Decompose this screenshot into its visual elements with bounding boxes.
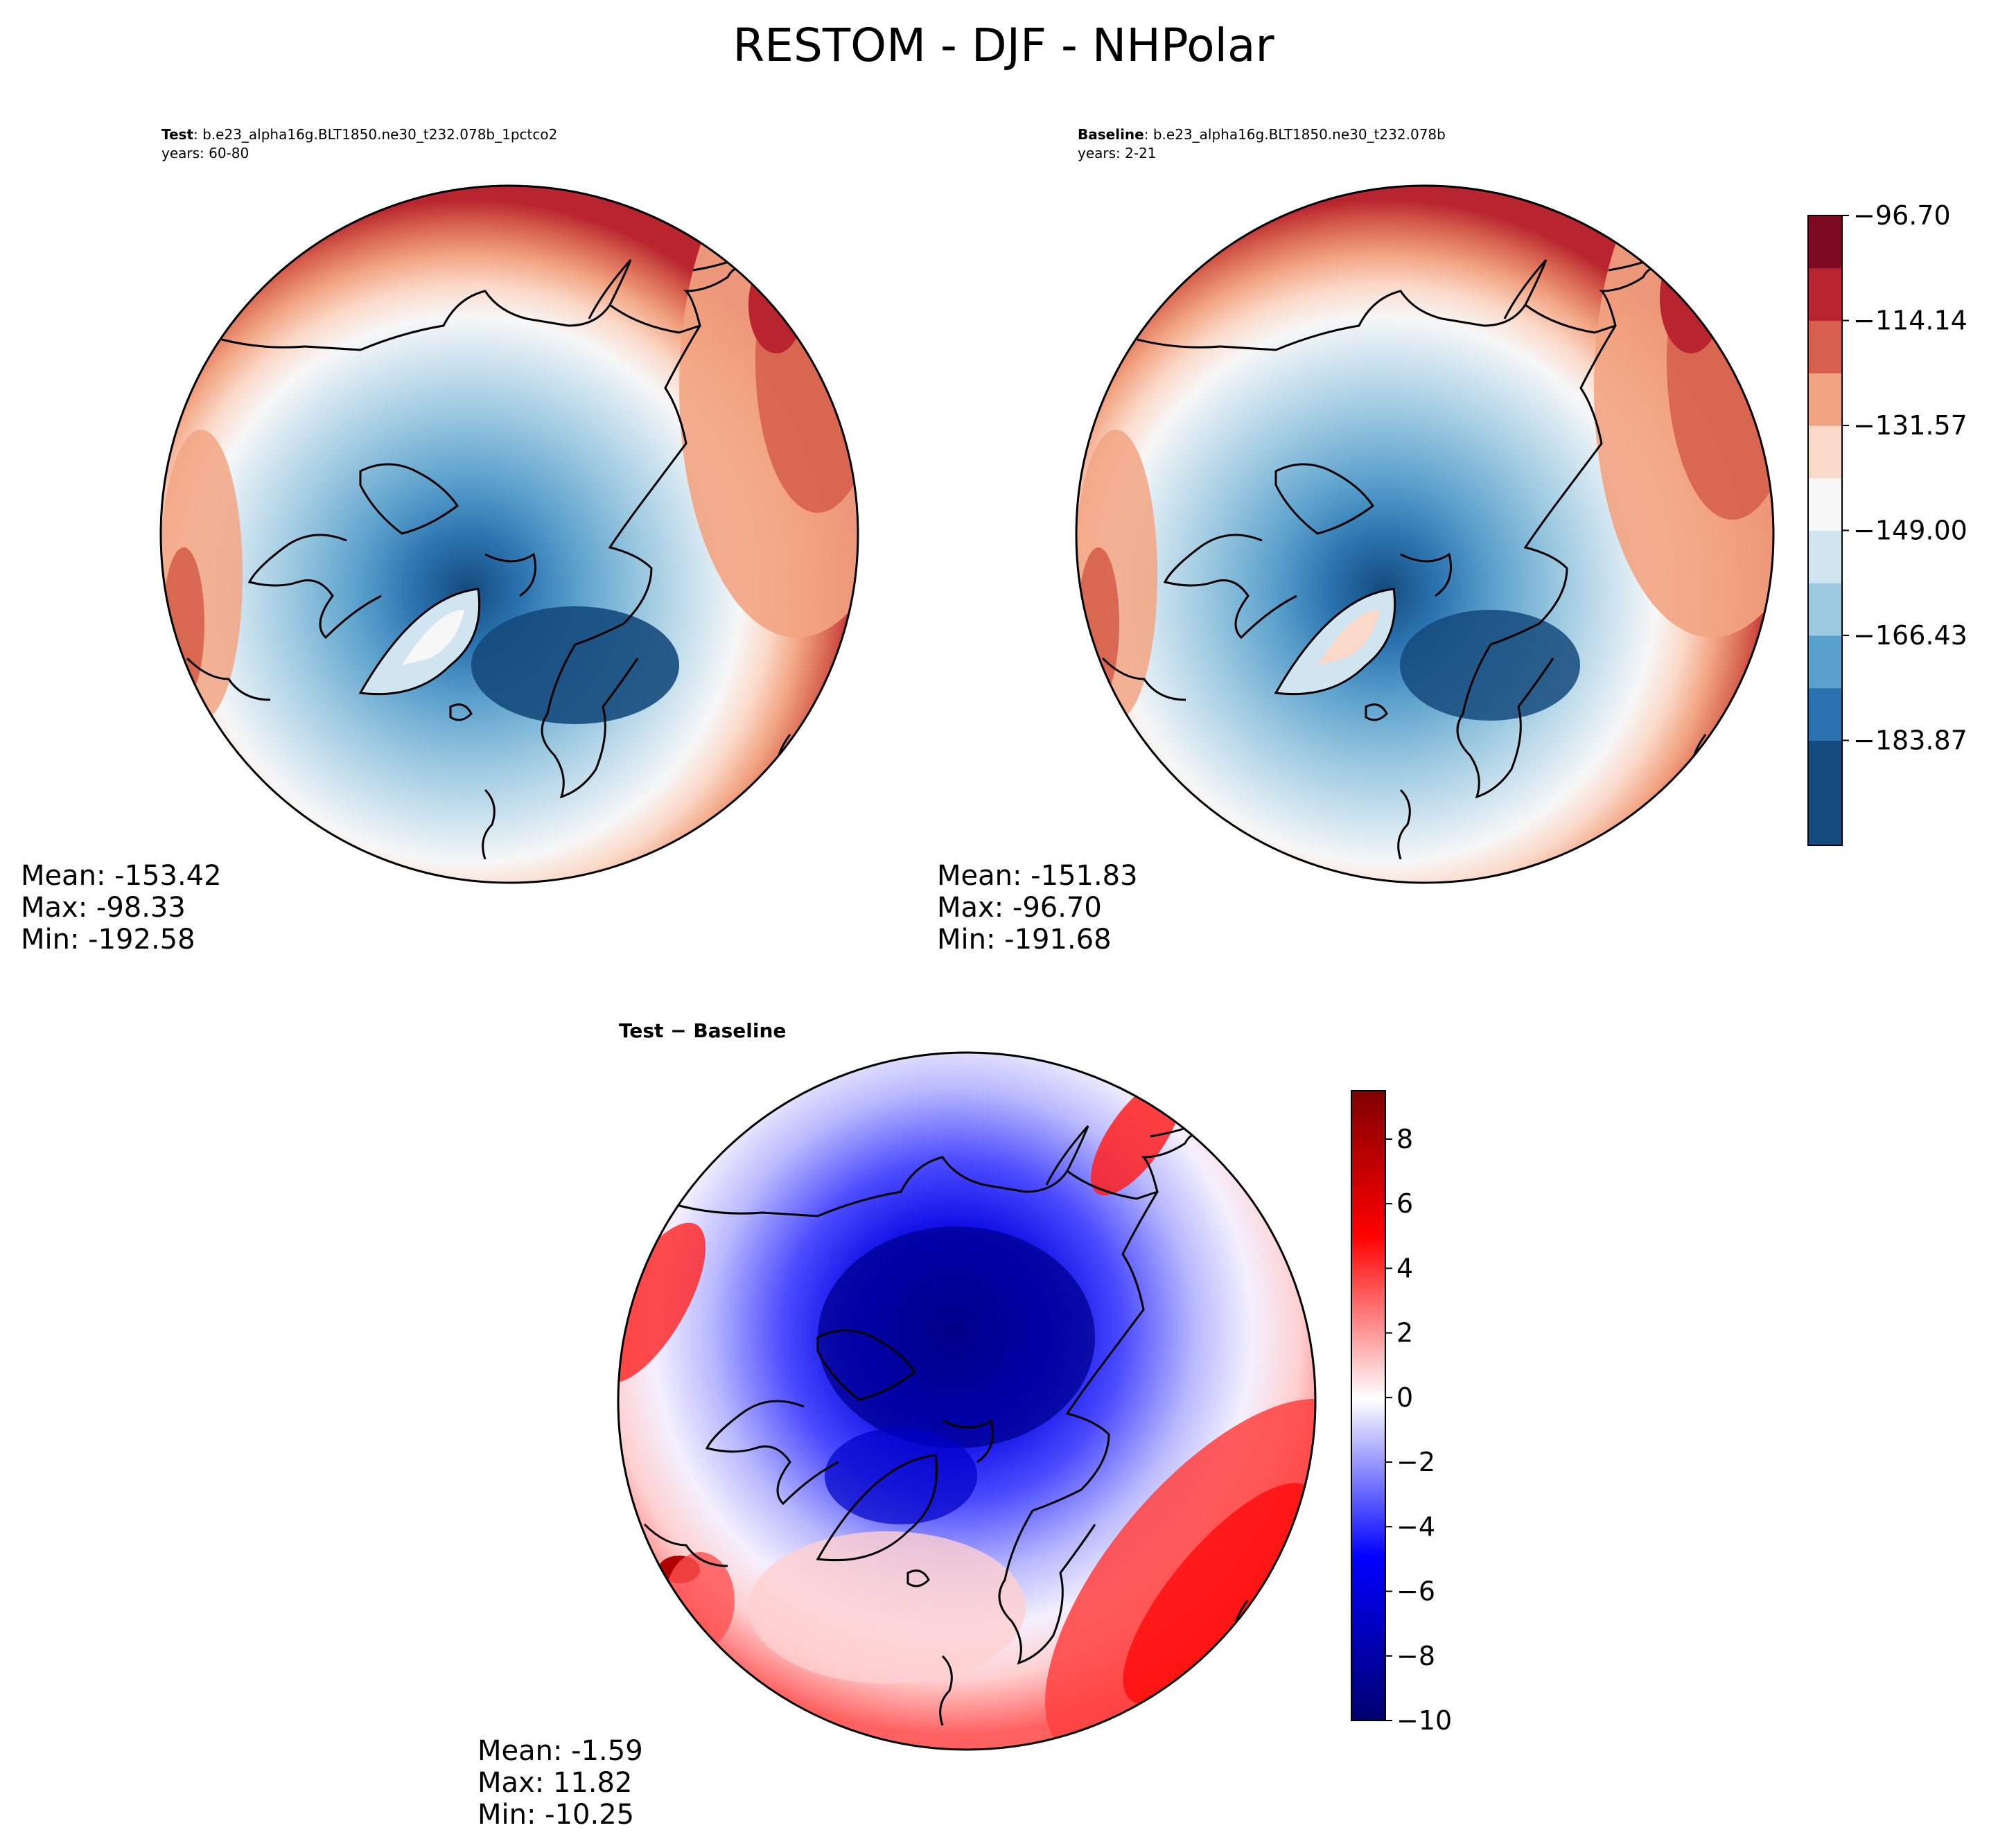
abs-colorbar-segment: [1808, 687, 1842, 741]
abs-colorbar-segment: [1808, 267, 1842, 322]
abs-colorbar-segment: [1808, 583, 1842, 636]
abs-colorbar-ticks: −96.70 −114.14 −131.57 −149.00 −166.43 −183.8…: [1842, 200, 1967, 756]
abs-colorbar-segment: [1808, 373, 1842, 426]
diff-colorbar-tick-label: 4: [1396, 1253, 1413, 1283]
diff-panel: Test − Baseline: [477, 1019, 1317, 1831]
test-map: [161, 186, 858, 883]
abs-colorbar-segment: [1808, 740, 1842, 793]
diff-colorbar: 8 6 4 2 0 −2 −4 −6 −8 −10: [1351, 1090, 1452, 1736]
baseline-mean: Mean: -151.83: [937, 860, 1138, 892]
diff-colorbar-fill: [1351, 1091, 1385, 1721]
abs-colorbar-segment: [1808, 793, 1842, 846]
abs-colorbar-tick-label: −149.00: [1853, 516, 1967, 546]
test-panel: Test: b.e23_alpha16g.BLT1850.ne30_t232.0…: [21, 126, 859, 956]
abs-colorbar-segments: [1808, 215, 1842, 846]
diff-colorbar-tick-label: 8: [1396, 1124, 1413, 1154]
test-panel-header: Test: b.e23_alpha16g.BLT1850.ne30_t232.0…: [161, 126, 557, 143]
diff-colorbar-tick-label: 6: [1396, 1188, 1413, 1219]
abs-colorbar-tick-label: −96.70: [1853, 200, 1951, 231]
baseline-max: Max: -96.70: [937, 892, 1102, 924]
baseline-map: [1076, 186, 1773, 883]
baseline-panel: Baseline: b.e23_alpha16g.BLT1850.ne30_t2…: [937, 126, 1775, 956]
diff-colorbar-tick-label: 2: [1396, 1318, 1413, 1348]
abs-colorbar-tick-label: −166.43: [1853, 620, 1967, 651]
baseline-label: Baseline: [1078, 126, 1144, 143]
test-max: Max: -98.33: [21, 892, 186, 924]
diff-map-border: [617, 1051, 1317, 1751]
diff-colorbar-tick-label: −2: [1396, 1447, 1435, 1477]
diff-colorbar-tick-label: 0: [1396, 1382, 1413, 1413]
abs-colorbar-tick-label: −131.57: [1853, 410, 1967, 441]
abs-colorbar-segment: [1808, 530, 1842, 583]
diff-max: Max: 11.82: [477, 1767, 632, 1799]
figure-title: RESTOM - DJF - NHPolar: [733, 19, 1274, 72]
diff-min: Min: -10.25: [477, 1799, 634, 1831]
baseline-map-border: [1075, 184, 1775, 884]
diff-colorbar-tick-label: −10: [1396, 1705, 1452, 1736]
test-case: : b.e23_alpha16g.BLT1850.ne30_t232.078b_…: [193, 126, 557, 143]
diff-colorbar-frame: [1351, 1090, 1386, 1721]
baseline-min: Min: -191.68: [937, 924, 1112, 956]
abs-colorbar: −96.70 −114.14 −131.57 −149.00 −166.43 −183.8…: [1807, 200, 1967, 846]
diff-colorbar-ticks: 8 6 4 2 0 −2 −4 −6 −8 −10: [1385, 1124, 1452, 1736]
test-map-border: [159, 184, 859, 884]
baseline-case: : b.e23_alpha16g.BLT1850.ne30_t232.078b: [1144, 126, 1446, 143]
diff-mean: Mean: -1.59: [477, 1735, 643, 1767]
diff-colorbar-tick-label: −8: [1396, 1641, 1435, 1671]
abs-colorbar-tick-label: −114.14: [1853, 306, 1967, 336]
abs-colorbar-tick-label: −183.87: [1853, 725, 1967, 756]
diff-coastlines: [643, 1093, 1249, 1726]
abs-colorbar-segment: [1808, 215, 1842, 269]
abs-colorbar-segment: [1808, 477, 1842, 531]
diff-colorbar-tick-label: −4: [1396, 1511, 1435, 1542]
diff-colorbar-tick-label: −6: [1396, 1576, 1435, 1607]
abs-colorbar-segment: [1808, 320, 1842, 373]
baseline-years: years: 2-21: [1078, 145, 1157, 161]
test-mean: Mean: -153.42: [21, 860, 222, 892]
abs-colorbar-segment: [1808, 425, 1842, 479]
baseline-panel-header: Baseline: b.e23_alpha16g.BLT1850.ne30_t2…: [1078, 126, 1446, 143]
diff-map: [618, 1053, 1315, 1750]
test-label: Test: [161, 126, 193, 143]
test-min: Min: -192.58: [21, 924, 195, 956]
diff-label: Test − Baseline: [619, 1019, 786, 1042]
abs-colorbar-segment: [1808, 635, 1842, 689]
test-years: years: 60-80: [161, 145, 249, 161]
